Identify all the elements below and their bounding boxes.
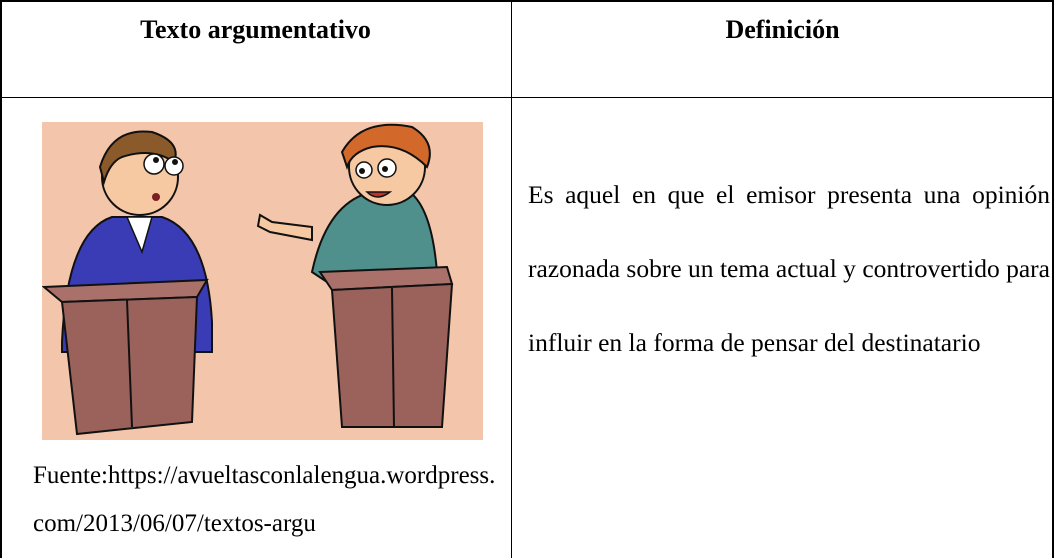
table-border	[1052, 0, 1054, 558]
debate-illustration	[42, 122, 483, 440]
table-border	[0, 0, 1054, 2]
table-border	[0, 0, 2, 558]
source-citation: Fuente:https://avueltasconlalengua.wordp…	[33, 462, 496, 537]
column-header: Texto argumentativo	[140, 15, 371, 44]
table-border	[511, 0, 512, 558]
column-header: Definición	[725, 15, 840, 44]
definition-text: Es aquel en que el emisor presenta una o…	[528, 180, 1050, 357]
table-border	[0, 97, 1054, 98]
